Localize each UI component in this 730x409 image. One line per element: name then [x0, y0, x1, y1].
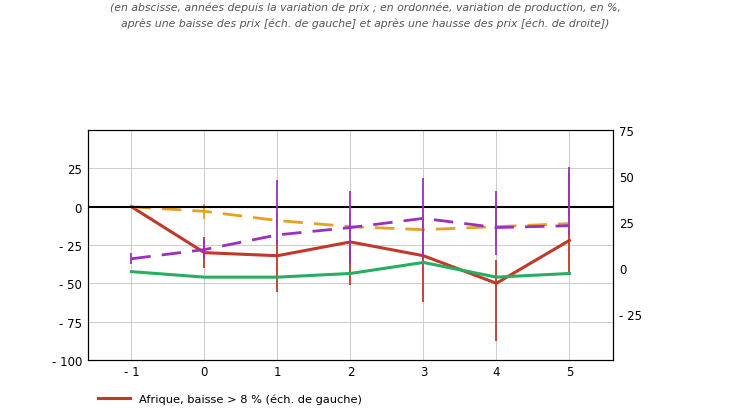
Afrique, hausse > 15 % (éch. de droite) — [346, 271, 355, 276]
Text: (en abscisse, années depuis la variation de prix ; en ordonnée, variation de pro: (en abscisse, années depuis la variation… — [110, 2, 620, 13]
Legend: Afrique, baisse > 8 % (éch. de gauche), Afrique, hausse > 15 % (éch. de droite),: Afrique, baisse > 8 % (éch. de gauche), … — [93, 389, 399, 409]
Line: Hors Afrique, baisse > 8 % (éch. de gauche): Hors Afrique, baisse > 8 % (éch. de gauc… — [131, 207, 569, 230]
Hors Afrique, baisse > 8 % (éch. de gauche) — [565, 222, 574, 227]
Line: Hors Afrique, hausse > 15 % (éch. de droite): Hors Afrique, hausse > 15 % (éch. de dro… — [131, 219, 569, 259]
Hors Afrique, hausse > 15 % (éch. de droite) — [492, 225, 501, 230]
Hors Afrique, hausse > 15 % (éch. de droite) — [200, 247, 209, 252]
Afrique, baisse > 8 % (éch. de gauche) — [565, 238, 574, 243]
Hors Afrique, hausse > 15 % (éch. de droite) — [346, 225, 355, 230]
Afrique, baisse > 8 % (éch. de gauche) — [419, 254, 428, 258]
Afrique, hausse > 15 % (éch. de droite) — [127, 270, 136, 274]
Afrique, baisse > 8 % (éch. de gauche) — [127, 205, 136, 210]
Hors Afrique, hausse > 15 % (éch. de droite) — [565, 224, 574, 229]
Afrique, baisse > 8 % (éch. de gauche) — [492, 281, 501, 286]
Hors Afrique, baisse > 8 % (éch. de gauche) — [346, 225, 355, 229]
Hors Afrique, baisse > 8 % (éch. de gauche) — [492, 225, 501, 229]
Afrique, hausse > 15 % (éch. de droite) — [200, 275, 209, 280]
Afrique, hausse > 15 % (éch. de droite) — [492, 275, 501, 280]
Afrique, hausse > 15 % (éch. de droite) — [273, 275, 282, 280]
Afrique, hausse > 15 % (éch. de droite) — [565, 271, 574, 276]
Hors Afrique, hausse > 15 % (éch. de droite) — [273, 233, 282, 238]
Hors Afrique, baisse > 8 % (éch. de gauche) — [200, 209, 209, 214]
Afrique, baisse > 8 % (éch. de gauche) — [346, 240, 355, 245]
Line: Afrique, hausse > 15 % (éch. de droite): Afrique, hausse > 15 % (éch. de droite) — [131, 263, 569, 277]
Hors Afrique, hausse > 15 % (éch. de droite) — [127, 257, 136, 262]
Hors Afrique, hausse > 15 % (éch. de droite) — [419, 216, 428, 221]
Text: après une baisse des prix [éch. de gauche] et après une hausse des prix [éch. de: après une baisse des prix [éch. de gauch… — [120, 18, 610, 29]
Hors Afrique, baisse > 8 % (éch. de gauche) — [273, 218, 282, 223]
Afrique, hausse > 15 % (éch. de droite) — [419, 261, 428, 265]
Line: Afrique, baisse > 8 % (éch. de gauche): Afrique, baisse > 8 % (éch. de gauche) — [131, 207, 569, 283]
Afrique, baisse > 8 % (éch. de gauche) — [273, 254, 282, 258]
Afrique, baisse > 8 % (éch. de gauche) — [200, 251, 209, 256]
Hors Afrique, baisse > 8 % (éch. de gauche) — [419, 228, 428, 233]
Hors Afrique, baisse > 8 % (éch. de gauche) — [127, 205, 136, 210]
